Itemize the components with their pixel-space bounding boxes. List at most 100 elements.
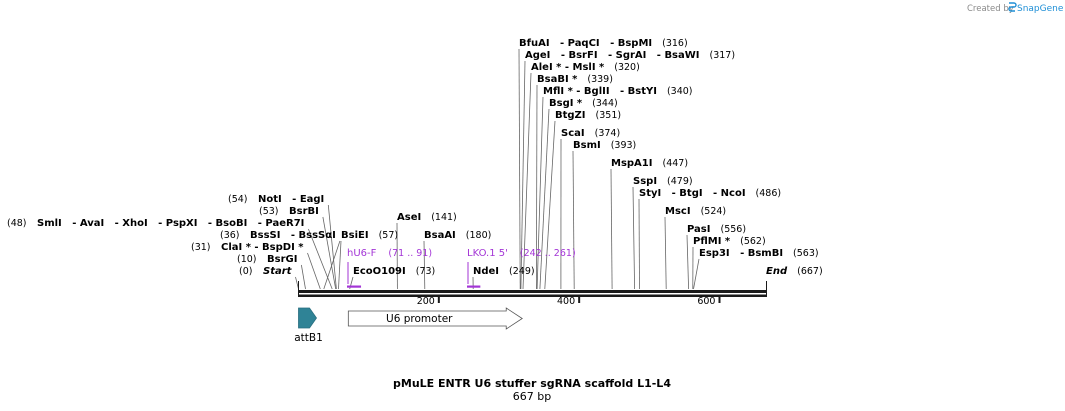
u6-promoter-arrow bbox=[347, 307, 523, 330]
site-bsrbi: (53) BsrBI bbox=[259, 206, 319, 217]
primer-lko1-5: LKO.1 5' (242 .. 261) bbox=[467, 248, 576, 288]
site-name-label: StyI - BtgI - NcoI bbox=[639, 188, 746, 199]
site-ndei: NdeI (249) bbox=[473, 266, 535, 277]
site-leader-line bbox=[520, 60, 526, 290]
site-position-label: (10) bbox=[237, 254, 257, 265]
site-msci: MscI (524) bbox=[665, 206, 726, 217]
site-name-label: Esp3I - BsmBI bbox=[699, 248, 783, 259]
attb1-arrow bbox=[298, 307, 317, 329]
site-name-label: Start bbox=[263, 266, 293, 277]
ruler-tick-label: 600 bbox=[697, 296, 715, 307]
site-bsaai: BsaAI (180) bbox=[424, 230, 491, 241]
feature-u6-promoter: U6 promoter bbox=[347, 307, 523, 330]
site-name-label: AgeI - BsrFI - SgrAI - BsaWI bbox=[525, 50, 700, 61]
site-leader-line bbox=[522, 72, 532, 290]
site-name-label: BsmI bbox=[573, 140, 601, 151]
site-bsgi: BsgI * (344) bbox=[549, 98, 618, 109]
primer-name: hU6-F bbox=[347, 248, 377, 259]
site-leader-line bbox=[323, 240, 341, 290]
restriction-sites: BfuAI - PaqCI - BspMI (316)AgeI - BsrFI -… bbox=[7, 38, 823, 277]
site-position-label: (340) bbox=[667, 86, 693, 97]
primer-name: LKO.1 5' bbox=[467, 248, 508, 259]
site-bsssi: (36) BssSI - BssSαI bbox=[220, 230, 336, 241]
site-position-label: (180) bbox=[466, 230, 492, 241]
site-leader-line bbox=[301, 264, 306, 290]
ruler-tick bbox=[437, 297, 440, 303]
site-leader-line bbox=[544, 120, 556, 290]
site-name-label: NotI - EagI bbox=[258, 194, 324, 205]
site-name-label: SmlI - AvaI - XhoI - PspXI - BsoBI - Pae… bbox=[37, 218, 304, 229]
site-leader-line bbox=[423, 240, 426, 290]
ruler-tick-label: 200 bbox=[417, 296, 435, 307]
site-position-label: (317) bbox=[710, 50, 736, 61]
site-name-label: ScaI bbox=[561, 128, 585, 139]
site-start: (0) Start bbox=[239, 266, 293, 277]
site-leader-line bbox=[638, 198, 640, 290]
site-bsiei: BsiEI (57) bbox=[341, 230, 398, 241]
site-ecoo109i: EcoO109I (73) bbox=[353, 266, 435, 277]
site-position-label: (562) bbox=[740, 236, 766, 247]
site-position-label: (57) bbox=[379, 230, 399, 241]
site-position-label: (320) bbox=[614, 62, 640, 73]
site-position-label: (0) bbox=[239, 266, 252, 277]
site-btgzi: BtgZI (351) bbox=[555, 110, 621, 121]
site-name-label: NdeI bbox=[473, 266, 499, 277]
primer-bar bbox=[467, 285, 481, 288]
site-leader-line bbox=[539, 108, 550, 290]
site-name-label: BsgI * bbox=[549, 98, 583, 109]
ruler: 200 400 600 bbox=[417, 296, 721, 307]
site-leader-line bbox=[572, 150, 575, 290]
site-position-label: (48) bbox=[7, 218, 27, 229]
strand-bottom bbox=[298, 294, 767, 297]
site-name-label: End bbox=[766, 266, 788, 277]
ruler-tick bbox=[718, 297, 721, 303]
site-position-label: (339) bbox=[587, 74, 613, 85]
site-name-label: BfuAI - PaqCI - BspMI bbox=[519, 38, 652, 49]
site-name-label: BsiEI bbox=[341, 230, 369, 241]
site-smli: (48) SmlI - AvaI - XhoI - PspXI - BsoBI -… bbox=[7, 218, 304, 229]
site-mfli: MflI * - BglII - BstYI (340) bbox=[543, 86, 693, 97]
u6-promoter-label: U6 promoter bbox=[386, 313, 453, 325]
site-leader-line bbox=[307, 252, 321, 290]
site-asei: AseI (141) bbox=[397, 212, 457, 223]
site-leader-line bbox=[308, 228, 333, 290]
plasmid-title: pMuLE ENTR U6 stuffer sgRNA scaffold L1-… bbox=[393, 377, 671, 390]
site-leader-line bbox=[327, 204, 337, 290]
site-leader-line bbox=[664, 216, 667, 290]
site-name-label: BsrGI bbox=[267, 254, 297, 265]
site-position-label: (393) bbox=[611, 140, 637, 151]
site-end: End (667) bbox=[766, 266, 823, 277]
site-position-label: (556) bbox=[720, 224, 746, 235]
site-position-label: (486) bbox=[756, 188, 782, 199]
site-pasi: PasI (556) bbox=[687, 224, 746, 235]
site-name-label: AseI bbox=[397, 212, 421, 223]
strand-top bbox=[298, 290, 767, 293]
site-name-label: MflI * - BglII - BstYI bbox=[543, 86, 657, 97]
site-position-label: (351) bbox=[596, 110, 622, 121]
plasmid-length: 667 bp bbox=[513, 390, 551, 403]
site-clai: (31) ClaI * - BspDI * bbox=[191, 242, 304, 253]
site-bsabi: BsaBI * (339) bbox=[537, 74, 613, 85]
site-pflmi: PflMI * (562) bbox=[693, 236, 766, 247]
site-styi: StyI - BtgI - NcoI (486) bbox=[639, 188, 781, 199]
site-name-label: BsrBI bbox=[289, 206, 319, 217]
site-noti: (54) NotI - EagI bbox=[228, 194, 324, 205]
site-sspi: SspI (479) bbox=[633, 176, 693, 187]
feature-attb1: attB1 bbox=[294, 307, 323, 344]
site-leader-line bbox=[518, 48, 521, 290]
site-position-label: (141) bbox=[431, 212, 457, 223]
primer-range: (71 .. 91) bbox=[388, 248, 432, 259]
site-position-label: (667) bbox=[797, 266, 823, 277]
site-position-label: (31) bbox=[191, 242, 211, 253]
site-position-label: (374) bbox=[595, 128, 621, 139]
snapgene-logo-icon bbox=[1008, 2, 1017, 12]
ruler-tick bbox=[578, 297, 581, 303]
created-by-text: Created by bbox=[967, 4, 1014, 14]
site-position-label: (249) bbox=[509, 266, 535, 277]
snapgene-name: SnapGene bbox=[1017, 4, 1064, 14]
primer-hu6-f: hU6-F (71 .. 91) bbox=[347, 248, 432, 288]
site-name-label: BtgZI bbox=[555, 110, 586, 121]
site-name-label: BsaAI bbox=[424, 230, 456, 241]
site-name-label: AleI * - MslI * bbox=[531, 62, 605, 73]
